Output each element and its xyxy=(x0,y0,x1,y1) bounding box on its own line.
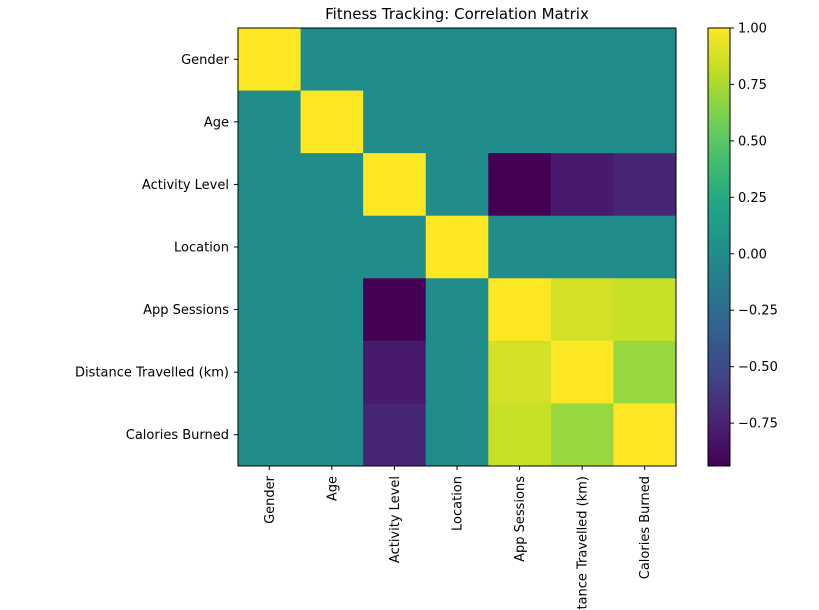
heatmap-cell xyxy=(425,278,489,342)
heatmap-cell xyxy=(238,403,302,467)
y-tick-label: Age xyxy=(204,115,229,130)
colorbar-gradient xyxy=(708,28,730,466)
heatmap-cell xyxy=(300,90,364,154)
heatmap-cell xyxy=(363,403,427,467)
y-tick-label: Location xyxy=(174,241,229,256)
colorbar-tick-label: −0.25 xyxy=(738,304,778,319)
heatmap-cell xyxy=(425,403,489,467)
heatmap-cell xyxy=(425,153,489,217)
heatmap-cell xyxy=(550,153,614,217)
x-tick-label: App Sessions xyxy=(513,476,528,562)
colorbar-frame xyxy=(707,27,731,467)
colorbar: 1.00 0.75 0.50 0.25 0.00 −0.25 −0.50 −0.75 xyxy=(707,22,778,467)
y-tick-label: Gender xyxy=(181,53,230,68)
heatmap-cell xyxy=(613,215,677,279)
heatmap-cell xyxy=(613,28,677,92)
heatmap-cell xyxy=(488,28,552,92)
y-tick-label: Distance Travelled (km) xyxy=(75,366,229,381)
heatmap-cell xyxy=(550,28,614,92)
heatmap-cell xyxy=(488,403,552,467)
heatmap-cell xyxy=(300,403,364,467)
colorbar-tick-label: −0.50 xyxy=(738,360,778,375)
heatmap-cell xyxy=(550,340,614,404)
colorbar-tick-label: 0.00 xyxy=(738,247,767,262)
heatmap-cell xyxy=(300,278,364,342)
heatmap-cell xyxy=(613,90,677,154)
heatmap-cell xyxy=(363,340,427,404)
heatmap-cell xyxy=(488,340,552,404)
heatmap-cell xyxy=(300,340,364,404)
heatmap-cell xyxy=(238,340,302,404)
heatmap-cell xyxy=(550,215,614,279)
heatmap-cell xyxy=(550,90,614,154)
heatmap-cell xyxy=(363,215,427,279)
x-tick-label: Distance Travelled (km) xyxy=(576,476,591,610)
heatmap-cell xyxy=(363,90,427,154)
y-tick-label: Activity Level xyxy=(142,178,229,193)
heatmap-cell xyxy=(488,90,552,154)
x-axis: Gender Age Activity Level Location App Sessi… xyxy=(263,466,653,610)
heatmap-cell xyxy=(238,28,302,92)
heatmap-cell xyxy=(363,153,427,217)
heatmap-cell xyxy=(300,215,364,279)
colorbar-tick-label: 0.50 xyxy=(738,134,767,149)
x-tick-label: Calories Burned xyxy=(638,476,653,579)
x-tick-label: Location xyxy=(451,476,466,531)
heatmap-cell xyxy=(488,278,552,342)
heatmap-cell xyxy=(488,153,552,217)
heatmap-cell xyxy=(550,403,614,467)
heatmap-cell xyxy=(613,278,677,342)
colorbar-tick-label: 0.75 xyxy=(738,78,767,93)
colorbar-tick-label: 1.00 xyxy=(738,22,767,37)
heatmap-cell xyxy=(238,215,302,279)
y-axis: Gender Age Activity Level Location App Sessi… xyxy=(75,53,238,443)
heatmap-cells xyxy=(238,28,677,467)
heatmap-cell xyxy=(613,403,677,467)
heatmap-cell xyxy=(238,278,302,342)
heatmap-cell xyxy=(550,278,614,342)
x-tick-label: Age xyxy=(325,476,340,501)
heatmap-cell xyxy=(425,340,489,404)
heatmap-cell xyxy=(425,215,489,279)
heatmap-cell xyxy=(238,153,302,217)
chart-title: Fitness Tracking: Correlation Matrix xyxy=(325,5,589,23)
colorbar-tick-label: −0.75 xyxy=(738,417,778,432)
y-tick-label: App Sessions xyxy=(143,303,229,318)
heatmap-cell xyxy=(425,90,489,154)
x-tick-label: Gender xyxy=(263,475,278,524)
heatmap-cell xyxy=(613,153,677,217)
y-tick-label: Calories Burned xyxy=(126,428,229,443)
colorbar-tick-label: 0.25 xyxy=(738,191,767,206)
heatmap-cell xyxy=(425,28,489,92)
heatmap-cell xyxy=(238,90,302,154)
x-tick-label: Activity Level xyxy=(388,476,403,563)
heatmap-cell xyxy=(613,340,677,404)
heatmap-cell xyxy=(300,28,364,92)
heatmap-cell xyxy=(488,215,552,279)
heatmap-cell xyxy=(363,278,427,342)
heatmap-cell xyxy=(300,153,364,217)
heatmap-cell xyxy=(363,28,427,92)
